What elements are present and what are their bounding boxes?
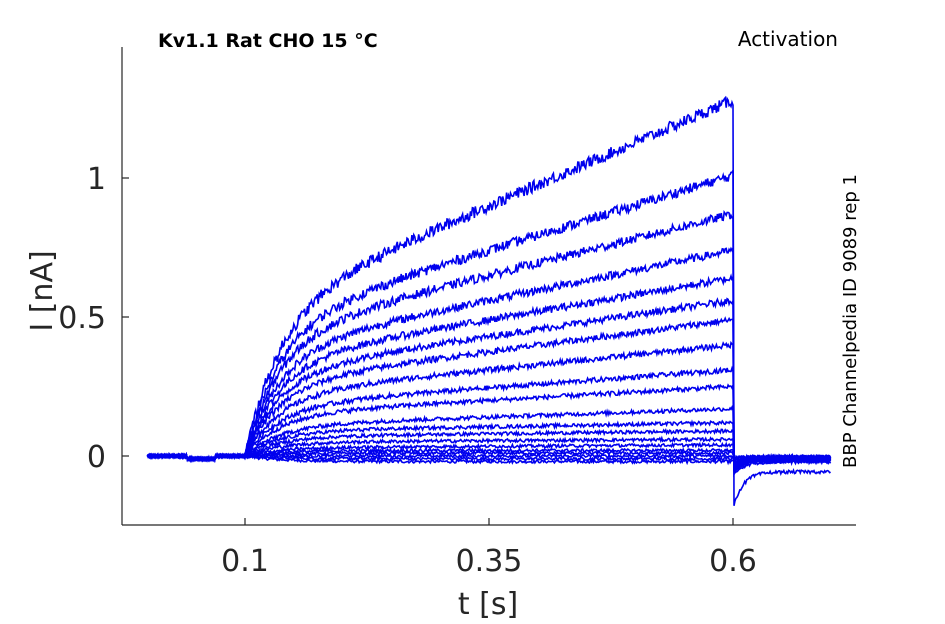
x-tick-label: 0.6 (709, 544, 757, 579)
current-trace-11 (146, 383, 832, 468)
x-tick-label: 0.1 (221, 544, 269, 579)
current-trace-9 (146, 419, 831, 466)
x-ticks: 0.1 0.35 0.6 (221, 518, 757, 579)
activation-label: Activation (738, 27, 838, 51)
trace-group (146, 95, 832, 506)
current-trace-8 (146, 427, 831, 465)
y-tick-label: 1 (87, 162, 106, 197)
x-tick-label: 0.35 (456, 544, 523, 579)
current-trace-6 (146, 441, 832, 463)
y-tick-label: 0 (87, 440, 106, 475)
y-tick-label: 0.5 (58, 301, 106, 336)
current-trace-4 (146, 449, 831, 464)
x-axis-label: t [s] (458, 587, 518, 622)
y-axis-label: I [nA] (25, 250, 60, 331)
current-trace-13 (146, 340, 831, 469)
current-trace-7 (146, 435, 832, 467)
side-id-label: BBP Channelpedia ID 9089 rep 1 (840, 174, 861, 468)
current-trace-10 (146, 405, 832, 466)
chart-title: Kv1.1 Rat CHO 15 °C (158, 30, 378, 52)
current-trace-18 (147, 209, 831, 474)
current-trace-16 (147, 273, 831, 471)
current-trace-12 (146, 365, 832, 468)
current-trace-20 (147, 95, 831, 506)
current-trace-17 (146, 246, 832, 472)
y-ticks: 00.51 (58, 162, 129, 475)
